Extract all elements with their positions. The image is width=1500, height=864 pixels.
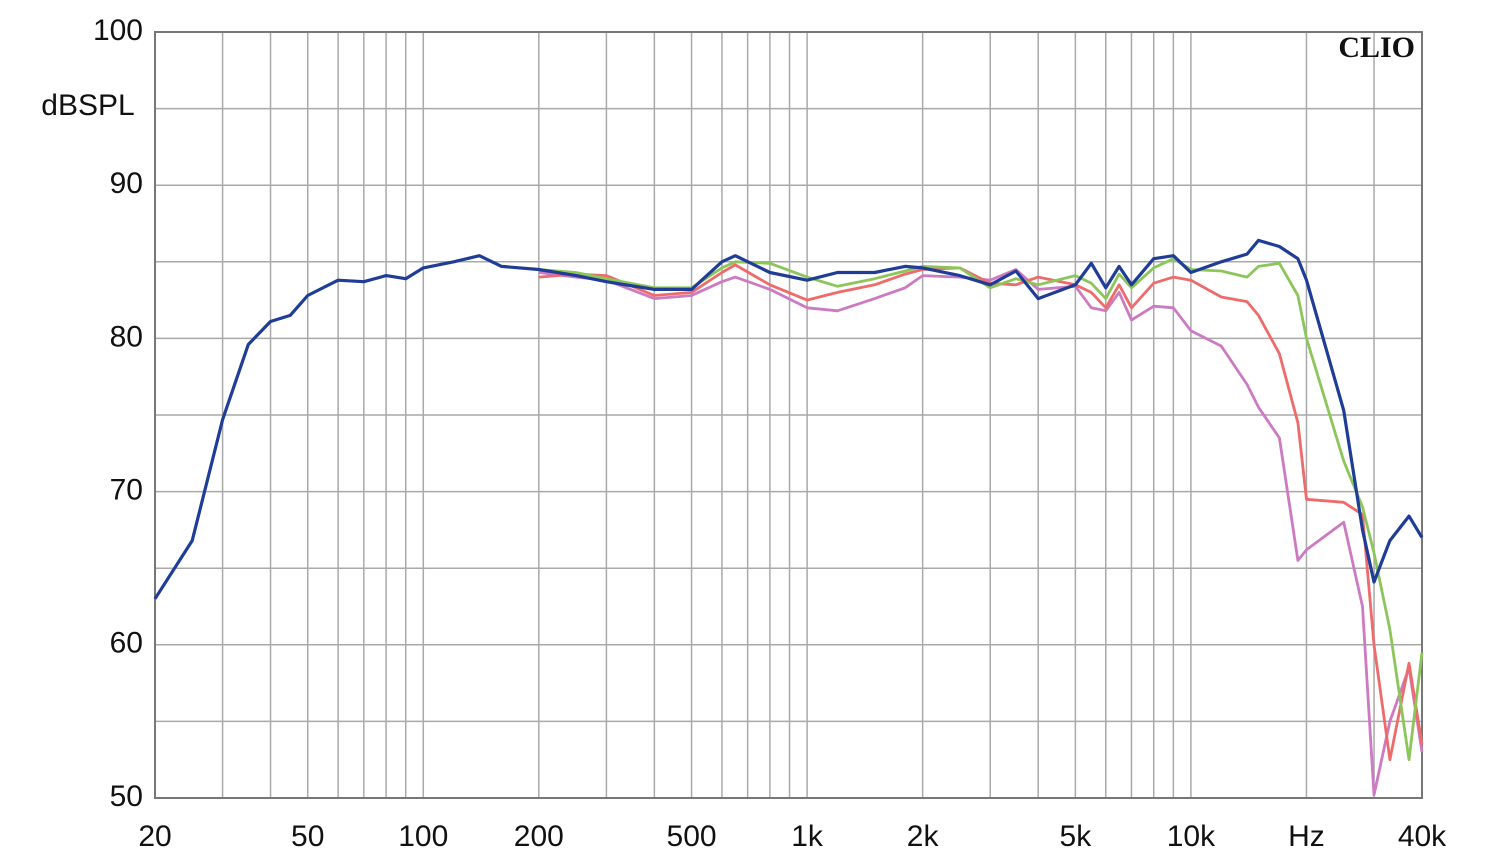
series-line	[538, 257, 1424, 762]
plot-frame	[154, 31, 1423, 799]
x-tick-label: 20	[138, 820, 171, 853]
x-tick-label: 100	[398, 820, 448, 853]
y-axis-label: dBSPL	[41, 89, 134, 122]
y-tick-label: 50	[110, 780, 143, 813]
x-tick-label: 2k	[907, 820, 940, 853]
x-tick-label: 1k	[791, 820, 824, 853]
series-line	[538, 268, 1424, 797]
x-tick-label: 50	[291, 820, 324, 853]
brand-label: CLIO	[1338, 31, 1415, 64]
y-tick-label: 80	[110, 320, 143, 353]
x-tick-label: 200	[514, 820, 564, 853]
x-tick-label: Hz	[1288, 820, 1325, 853]
series-line	[153, 238, 1424, 600]
x-tick-label: 5k	[1060, 820, 1093, 853]
series-line	[538, 263, 1424, 762]
x-tick-label: 500	[667, 820, 717, 853]
y-tick-label: 70	[110, 474, 143, 507]
x-tick-label: 40k	[1398, 820, 1447, 853]
y-tick-label: 60	[110, 627, 143, 660]
y-tick-label: 90	[110, 167, 143, 200]
x-tick-label: 10k	[1167, 820, 1216, 853]
y-tick-label: 100	[93, 14, 143, 47]
